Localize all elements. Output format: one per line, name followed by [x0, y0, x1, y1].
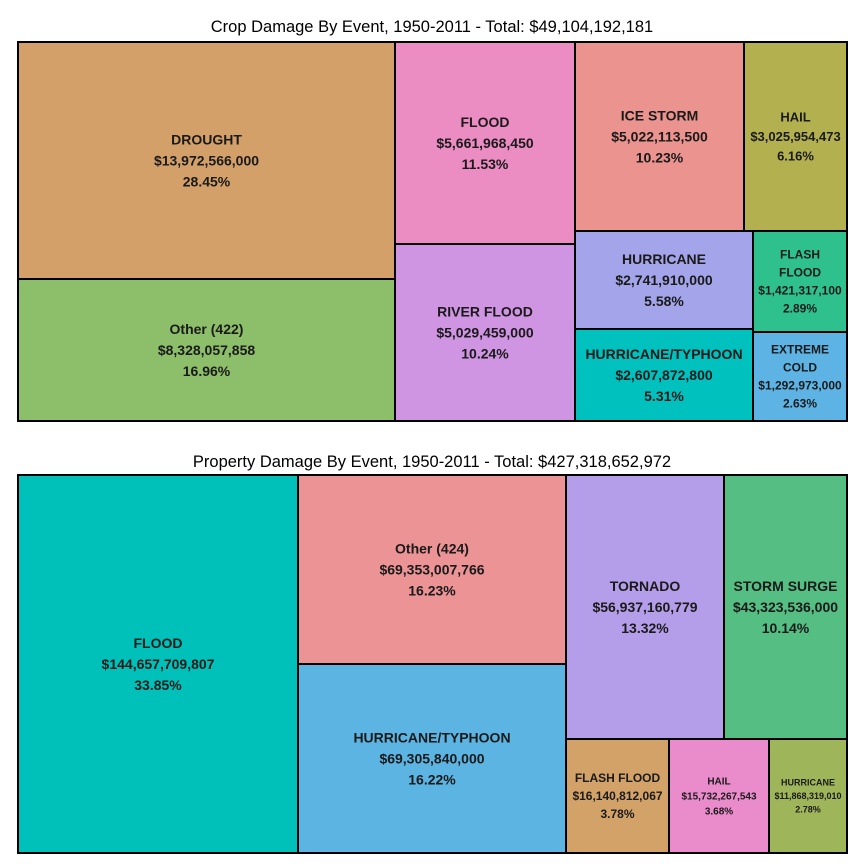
property-cell-name-label: HURRICANE/TYPHOON: [353, 729, 510, 745]
crop-cell-name-label: RIVER FLOOD: [437, 303, 533, 319]
crop-cell-percent-label: 10.24%: [461, 345, 509, 361]
property-cell-value-label: $56,937,160,779: [592, 599, 697, 615]
property-cell-percent-label: 10.14%: [762, 620, 810, 636]
crop-cell-hurricane: HURRICANE $2,741,910,000 5.58%: [574, 230, 754, 330]
property-cell-rect: [565, 474, 725, 740]
crop-cell-percent-label: 5.58%: [644, 293, 684, 309]
crop-damage-treemap: DROUGHT $13,972,566,000 28.45% Other (422) $…: [17, 41, 848, 422]
property-cell-name-label: TORNADO: [610, 578, 681, 594]
property-cell-percent-label: 3.68%: [705, 807, 733, 818]
property-cell-value-label: $69,305,840,000: [379, 750, 484, 766]
property-cell-name-label: HURRICANE: [781, 778, 835, 788]
property-cell-value-label: $16,140,812,067: [572, 789, 662, 803]
crop-cell-name-label: HAIL: [780, 110, 810, 125]
property-cell-name-label: STORM SURGE: [734, 578, 838, 594]
crop-cell-name-label: EXTREME: [771, 343, 829, 357]
property-cell-value-label: $144,657,709,807: [102, 656, 215, 672]
crop-cell-rect: [574, 230, 754, 330]
property-cell-storm-surge: STORM SURGE $43,323,536,000 10.14%: [723, 474, 848, 740]
property-cell-name-label: FLASH FLOOD: [575, 771, 661, 785]
crop-cell-name-label: HURRICANE: [622, 251, 706, 267]
property-cell-percent-label: 3.78%: [600, 807, 634, 821]
crop-cell-flash-flood: FLASH FLOOD $1,421,317,100 2.89%: [752, 230, 848, 333]
crop-cell-percent-label: 11.53%: [462, 156, 509, 172]
crop-cell-hurricane-typhoon: HURRICANE/TYPHOON $2,607,872,800 5.31%: [574, 328, 754, 422]
crop-cell-name-label: FLOOD: [461, 114, 510, 130]
property-cell-other-424: Other (424) $69,353,007,766 16.23%: [297, 474, 567, 665]
crop-damage-title: Crop Damage By Event, 1950-2011 - Total:…: [211, 18, 653, 36]
property-cell-rect: [17, 474, 299, 854]
property-cell-hail: HAIL $15,732,267,543 3.68%: [668, 738, 770, 854]
crop-cell-other-422: Other (422) $8,328,057,858 16.96%: [17, 278, 396, 422]
crop-cell-rect: [752, 230, 848, 333]
property-cell-percent-label: 16.23%: [408, 582, 456, 598]
crop-cell-value-label: $5,661,968,450: [436, 135, 534, 151]
property-cell-value-label: $15,732,267,543: [681, 792, 757, 803]
crop-cell-value-label: $1,292,973,000: [758, 379, 842, 393]
crop-cell-value-label: $8,328,057,858: [158, 342, 256, 358]
property-cell-rect: [565, 738, 670, 854]
property-cell-hurricane-typhoon: HURRICANE/TYPHOON $69,305,840,000 16.22%: [297, 663, 567, 854]
crop-cell-percent-label: 16.96%: [183, 363, 231, 379]
crop-cell-value-label: $5,022,113,500: [611, 128, 708, 144]
property-cell-value-label: $11,868,319,010: [774, 791, 841, 801]
crop-cell-rect: [752, 331, 848, 422]
crop-cell-percent-label: 6.16%: [777, 149, 814, 164]
crop-cell-rect: [394, 41, 576, 245]
property-cell-tornado: TORNADO $56,937,160,779 13.32%: [565, 474, 725, 740]
crop-cell-rect: [17, 278, 396, 422]
crop-cell-percent-label: 28.45%: [183, 173, 231, 189]
property-cell-percent-label: 16.22%: [408, 771, 456, 787]
crop-cell-extreme-cold: EXTREME COLD $1,292,973,000 2.63%: [752, 331, 848, 422]
crop-cell-name-label: DROUGHT: [171, 131, 242, 147]
crop-cell-flood: FLOOD $5,661,968,450 11.53%: [394, 41, 576, 245]
crop-cell-rect: [574, 328, 754, 422]
crop-cell-name-label: ICE STORM: [621, 107, 699, 123]
crop-cell-value-label: $13,972,566,000: [154, 152, 259, 168]
crop-cell-name-label: HURRICANE/TYPHOON: [585, 346, 742, 362]
property-cell-rect: [723, 474, 848, 740]
crop-cell-value-label: $3,025,954,473: [750, 129, 840, 144]
crop-cell-name-label: FLASH: [780, 248, 820, 262]
property-cell-value-label: $69,353,007,766: [379, 561, 484, 577]
crop-cell-hail: HAIL $3,025,954,473 6.16%: [743, 41, 848, 232]
property-cell-hurricane: HURRICANE $11,868,319,010 2.78%: [768, 738, 848, 854]
crop-cell-percent-label: 10.23%: [636, 149, 684, 165]
property-damage-treemap: FLOOD $144,657,709,807 33.85% Other (424) $6…: [17, 474, 848, 854]
crop-cell-value-label: $5,029,459,000: [436, 324, 534, 340]
crop-cell-percent-label: 2.63%: [783, 397, 817, 411]
crop-cell-value-label: $2,741,910,000: [615, 272, 713, 288]
property-cell-flood: FLOOD $144,657,709,807 33.85%: [17, 474, 299, 854]
crop-cell-percent-label: 2.89%: [783, 302, 817, 316]
property-cell-flash-flood: FLASH FLOOD $16,140,812,067 3.78%: [565, 738, 670, 854]
property-cell-percent-label: 33.85%: [134, 677, 182, 693]
crop-cell-name-label: FLOOD: [779, 266, 821, 280]
crop-cell-value-label: $2,607,872,800: [615, 367, 713, 383]
property-cell-name-label: FLOOD: [134, 635, 183, 651]
crop-cell-rect: [17, 41, 396, 280]
property-cell-name-label: HAIL: [707, 777, 730, 788]
crop-cell-value-label: $1,421,317,100: [758, 284, 842, 298]
property-cell-percent-label: 2.78%: [795, 805, 821, 815]
property-cell-name-label: Other (424): [395, 540, 469, 556]
property-cell-rect: [668, 738, 770, 854]
crop-cell-name-label: COLD: [783, 361, 817, 375]
crop-cell-name-label: Other (422): [170, 321, 244, 337]
property-cell-percent-label: 13.32%: [621, 620, 669, 636]
crop-cell-rect: [394, 243, 576, 422]
property-cell-value-label: $43,323,536,000: [733, 599, 838, 615]
crop-cell-drought: DROUGHT $13,972,566,000 28.45%: [17, 41, 396, 280]
crop-cell-percent-label: 5.31%: [644, 388, 684, 404]
property-cell-rect: [768, 738, 848, 854]
property-damage-title: Property Damage By Event, 1950-2011 - To…: [193, 453, 671, 471]
crop-cell-river-flood: RIVER FLOOD $5,029,459,000 10.24%: [394, 243, 576, 422]
property-cell-rect: [297, 663, 567, 854]
crop-cell-ice-storm: ICE STORM $5,022,113,500 10.23%: [574, 41, 745, 232]
